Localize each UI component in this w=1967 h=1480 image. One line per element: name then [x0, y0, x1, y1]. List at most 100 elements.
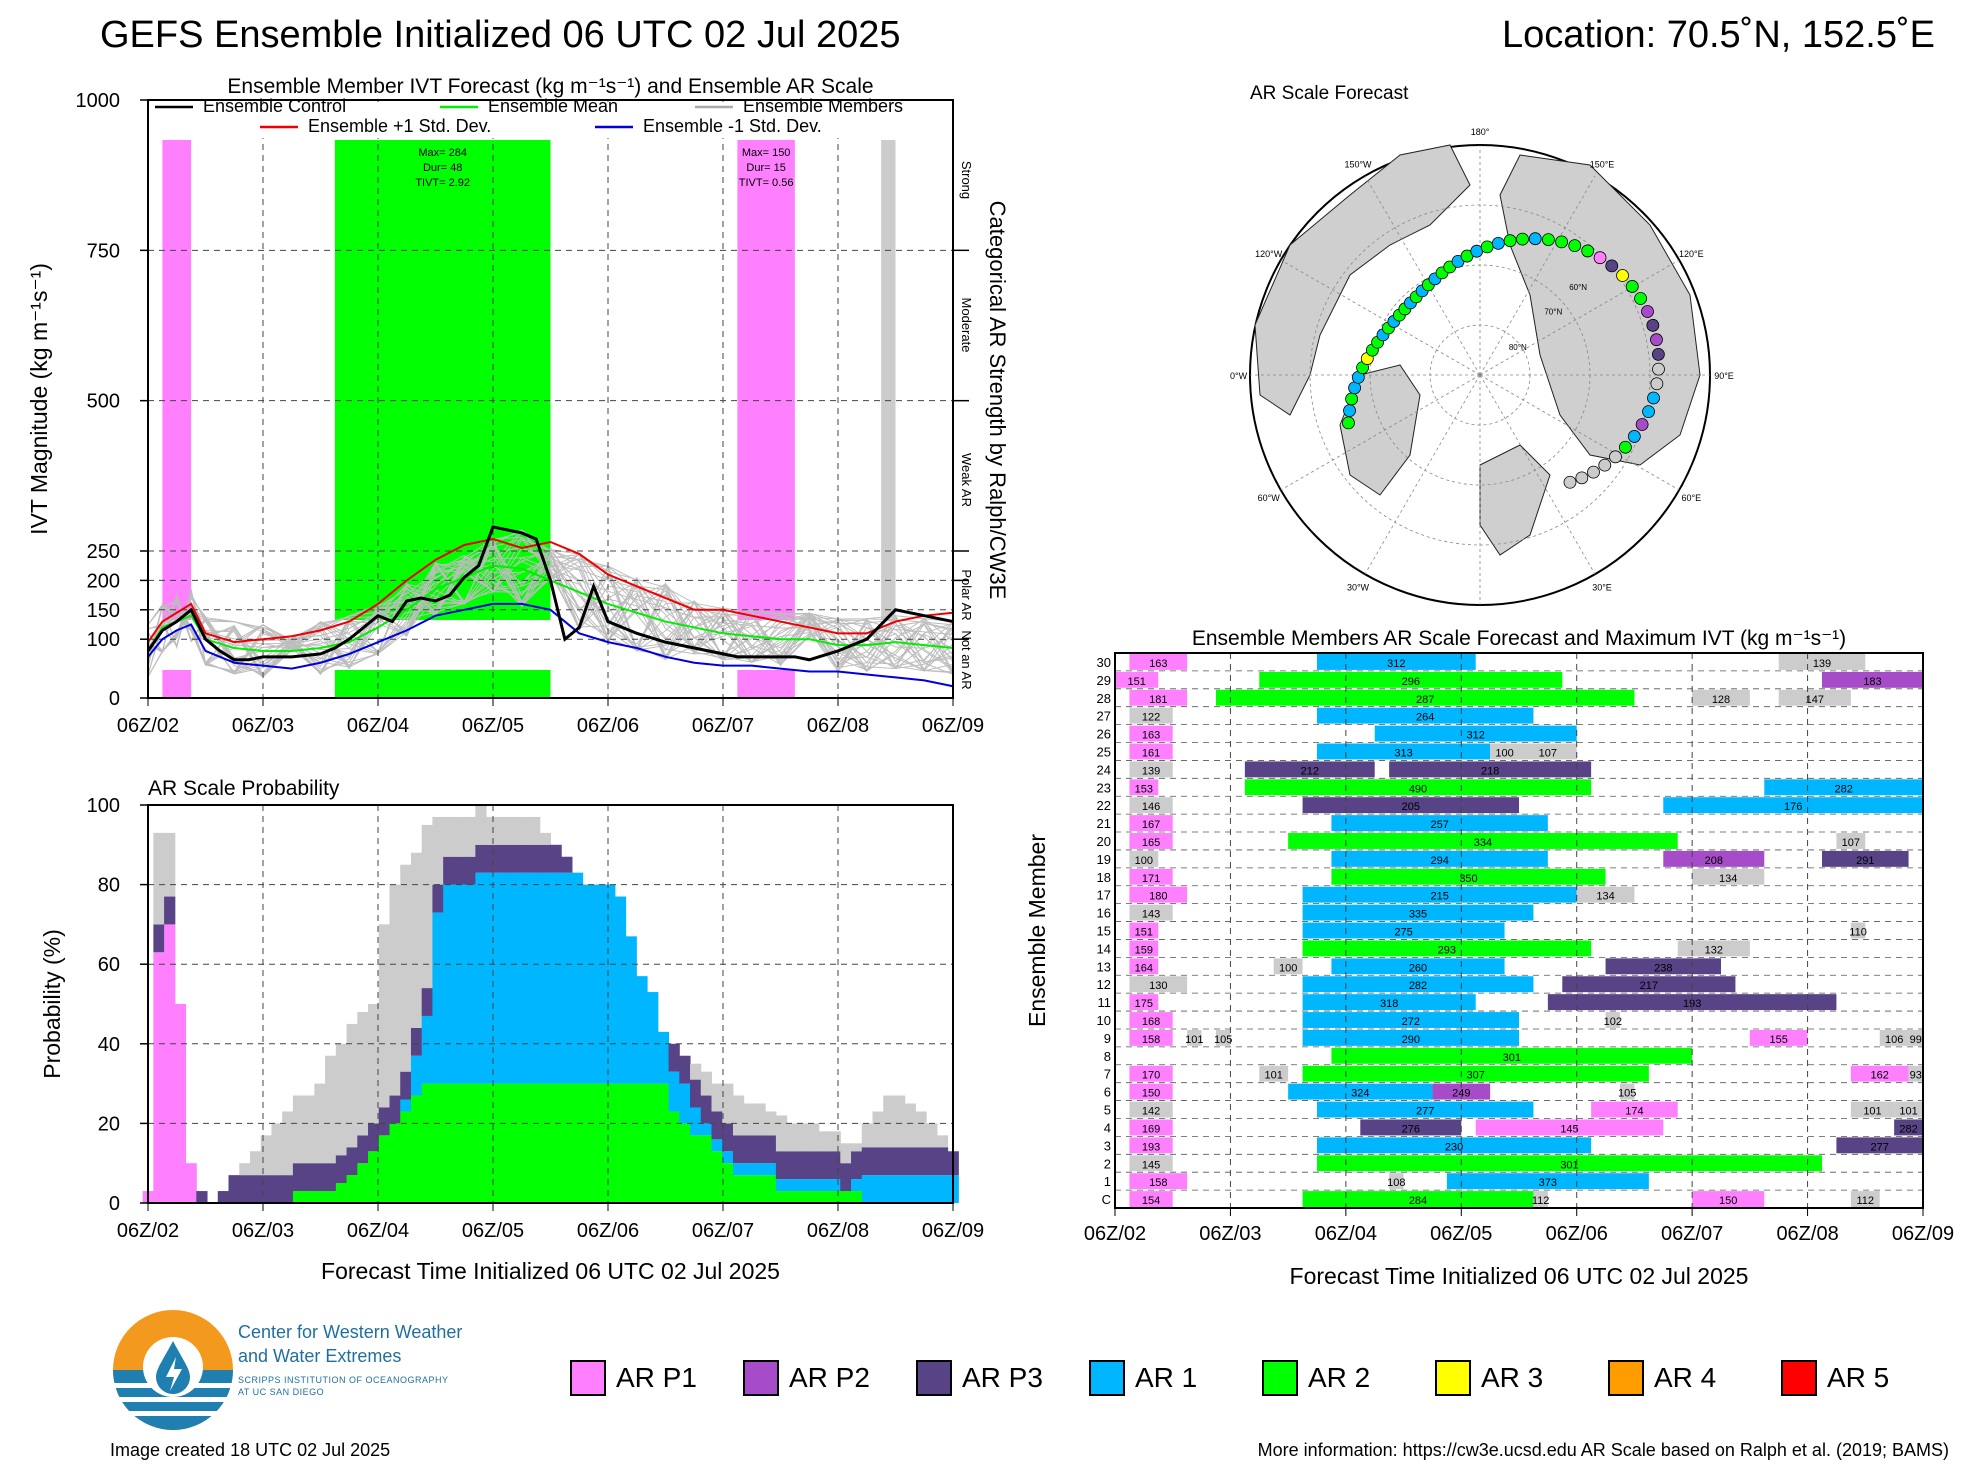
prob-bar: [539, 844, 551, 873]
prob-bar: [936, 1175, 949, 1203]
member-event-value: 350: [1459, 873, 1477, 885]
member-event-value: 287: [1416, 694, 1434, 706]
prob-bar: [722, 1151, 734, 1164]
legend-label: Ensemble -1 Std. Dev.: [643, 116, 822, 136]
prob-bar: [389, 1095, 401, 1124]
prob-bar: [368, 1004, 380, 1124]
member-event-bar: [1317, 1155, 1822, 1172]
prob-bar: [507, 1083, 519, 1203]
prob-bar: [357, 1163, 369, 1203]
chart-title: AR Scale Probability: [148, 777, 340, 800]
member-event-value: 312: [1467, 730, 1485, 742]
prob-bar: [840, 1143, 852, 1164]
prob-bar: [614, 896, 627, 1084]
member-label: 11: [1098, 995, 1112, 1010]
prob-bar: [797, 1179, 809, 1192]
member-event-bar: [1129, 886, 1188, 903]
member-event-value: 143: [1142, 909, 1160, 921]
prob-bar: [539, 872, 551, 1084]
member-event-value: 105: [1618, 1088, 1636, 1100]
member-event-value: 264: [1416, 712, 1434, 724]
prob-bar: [378, 924, 390, 1108]
prob-bar: [464, 884, 476, 1084]
ar-track-point: [1528, 232, 1542, 246]
right-category-label: Polar AR: [959, 569, 974, 620]
member-event-bar: [1302, 1191, 1534, 1207]
legend-swatch: [1089, 1360, 1125, 1396]
prob-bar: [539, 1083, 551, 1203]
longitude-label: 60°W: [1258, 493, 1281, 503]
x-tick-label: 06Z/04: [347, 715, 409, 737]
member-event-bar: [1129, 1155, 1173, 1172]
prob-bar: [303, 1163, 315, 1192]
member-event-value: 105: [1214, 1034, 1232, 1046]
land-mass: [1339, 364, 1421, 496]
member-event-bar: [1129, 1012, 1173, 1028]
y-axis-label: Ensemble Member: [1024, 834, 1050, 1027]
member-event-value: 260: [1409, 962, 1427, 974]
member-event-value: 490: [1409, 783, 1427, 795]
prob-bar: [593, 1083, 605, 1203]
member-event-value: 100: [1135, 855, 1153, 867]
member-event-bar: [1129, 994, 1159, 1011]
prob-bar: [872, 1111, 884, 1148]
y-tick-label: 150: [87, 600, 120, 622]
prob-bar: [775, 1115, 788, 1152]
prob-bar: [550, 844, 562, 873]
prob-bar: [518, 1083, 530, 1203]
member-event-bar: [1389, 1173, 1404, 1190]
member-event-bar: [1129, 940, 1159, 957]
legend-swatch: [1262, 1360, 1298, 1396]
legend-label: AR 2: [1308, 1362, 1371, 1393]
member-event-value: 284: [1409, 1195, 1427, 1207]
member-label: 2: [1104, 1156, 1111, 1171]
longitude-label: 120°E: [1679, 249, 1704, 259]
prob-bar: [732, 1175, 745, 1203]
member-event-bar: [1216, 689, 1635, 706]
x-tick-label: 06Z/08: [807, 1220, 869, 1242]
member-event-bar: [1446, 1173, 1649, 1190]
prob-bar: [765, 1135, 777, 1164]
prob-bar: [153, 832, 165, 925]
org-subtitle-line2: AT UC SAN DIEGO: [238, 1387, 325, 1397]
prob-bar: [153, 952, 165, 1203]
prob-bar: [679, 1123, 691, 1203]
member-event-bar: [1836, 833, 1866, 849]
prob-bar: [421, 1015, 433, 1084]
member-event-value: 151: [1135, 927, 1153, 939]
member-event-value: 181: [1149, 694, 1167, 706]
prob-bar: [732, 1135, 745, 1164]
member-event-bar: [1129, 654, 1188, 670]
series-line: [146, 525, 954, 662]
member-label: 10: [1097, 1013, 1111, 1028]
prob-bar: [260, 1135, 272, 1176]
member-event-value: 277: [1871, 1141, 1889, 1153]
member-event-bar: [1244, 779, 1592, 796]
prob-bar: [335, 1183, 348, 1203]
latitude-label: 80°N: [1509, 343, 1527, 352]
prob-bar: [475, 1083, 487, 1203]
member-event-value: 146: [1142, 801, 1160, 813]
member-event-bar: [1129, 1029, 1173, 1046]
member-label: 20: [1097, 834, 1111, 849]
prob-bar: [185, 1163, 197, 1203]
prob-bar: [625, 1083, 637, 1203]
prob-bar: [421, 824, 433, 989]
x-tick-label: 06Z/08: [1776, 1223, 1838, 1245]
member-event-bar: [1129, 833, 1173, 849]
member-event-bar: [1129, 1173, 1188, 1190]
prob-bar: [228, 1175, 240, 1203]
ar-track-point: [1587, 465, 1600, 479]
member-event-bar: [1475, 1119, 1664, 1136]
prob-bar: [647, 1083, 659, 1203]
prob-bar: [690, 1063, 702, 1080]
prob-bar: [346, 1147, 358, 1176]
member-event-value: 183: [1863, 676, 1881, 688]
legend-swatch: [1781, 1360, 1817, 1396]
prob-bar: [829, 1179, 841, 1192]
prob-bar: [335, 1043, 348, 1156]
prob-bar: [432, 884, 444, 913]
prob-bar: [904, 1103, 916, 1148]
cw3e-logo: [113, 1310, 233, 1430]
ar-track-point: [1635, 418, 1649, 431]
